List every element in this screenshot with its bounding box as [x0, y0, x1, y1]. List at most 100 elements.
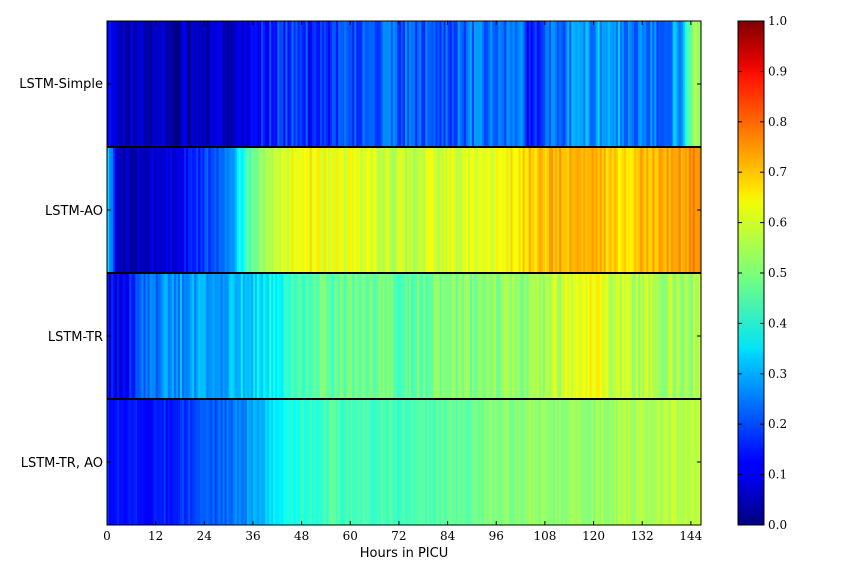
heatmap-cell: [171, 21, 175, 147]
heatmap-cell: [271, 399, 274, 525]
heatmap-cell: [374, 273, 378, 399]
heatmap-cell: [230, 273, 234, 399]
heatmap-cell: [512, 273, 516, 399]
heatmap-cell: [435, 273, 439, 399]
heatmap-cell: [506, 273, 510, 399]
heatmap-cell: [236, 399, 240, 525]
heatmap-cell: [121, 147, 124, 273]
heatmap-cell: [534, 399, 538, 525]
heatmap-cell: [218, 147, 222, 273]
heatmap-cell: [244, 147, 248, 273]
heatmap-cell: [390, 21, 394, 147]
heatmap-cell: [330, 273, 333, 399]
heatmap-cell: [192, 399, 195, 525]
heatmap-cell: [311, 273, 315, 399]
heatmap-cell: [248, 399, 252, 525]
heatmap-cell: [621, 273, 625, 399]
heatmap-cell: [143, 147, 147, 273]
heatmap-cell: [548, 399, 552, 525]
heatmap-cell: [376, 147, 380, 273]
heatmap-cell: [660, 273, 664, 399]
heatmap-cell: [684, 399, 688, 525]
heatmap-cell: [423, 147, 426, 273]
heatmap-cell: [155, 147, 159, 273]
heatmap-cell: [419, 147, 422, 273]
heatmap-cell: [153, 147, 157, 273]
heatmap-cell: [196, 273, 199, 399]
heatmap-cell: [638, 399, 641, 525]
heatmap-cell: [376, 21, 380, 147]
heatmap-cell: [441, 399, 445, 525]
heatmap-cell: [569, 399, 572, 525]
heatmap-cell: [372, 21, 376, 147]
heatmap-cell: [315, 273, 319, 399]
heatmap-cell: [619, 21, 623, 147]
heatmap-cell: [457, 399, 461, 525]
heatmap-cell: [252, 147, 256, 273]
heatmap-cell: [486, 21, 489, 147]
heatmap-cell: [688, 21, 692, 147]
heatmap-cell: [384, 273, 388, 399]
heatmap-cell: [151, 147, 155, 273]
heatmap-cell: [615, 21, 619, 147]
heatmap-cell: [315, 147, 319, 273]
heatmap-cell: [605, 21, 609, 147]
x-tick-label: 0: [103, 529, 111, 543]
heatmap-cell: [212, 273, 216, 399]
heatmap-cell: [319, 273, 323, 399]
row-label-lstm-tr-ao: LSTM-TR, AO: [21, 456, 103, 471]
heatmap-cell: [557, 147, 560, 273]
heatmap-cell: [445, 273, 449, 399]
heatmap-cell: [484, 21, 487, 147]
heatmap-cell: [402, 147, 406, 273]
heatmap-cell: [467, 399, 471, 525]
heatmap-cell: [492, 147, 495, 273]
heatmap-cell: [583, 21, 587, 147]
heatmap-cell: [607, 147, 611, 273]
heatmap-cell: [111, 21, 114, 147]
heatmap-cell: [484, 147, 487, 273]
heatmap-cell: [206, 399, 209, 525]
heatmap-cell: [668, 399, 672, 525]
heatmap-cell: [242, 273, 246, 399]
heatmap-cell: [169, 147, 173, 273]
heatmap-cell: [250, 21, 254, 147]
heatmap-cell: [617, 147, 621, 273]
heatmap-cell: [595, 147, 599, 273]
heatmap-cell: [666, 273, 670, 399]
heatmap-cell: [202, 147, 205, 273]
heatmap-cell: [252, 21, 256, 147]
heatmap-cell: [175, 147, 179, 273]
heatmap-cell: [303, 147, 307, 273]
heatmap-cell: [210, 147, 214, 273]
heatmap-cell: [232, 147, 236, 273]
heatmap-cell: [589, 399, 593, 525]
heatmap-cell: [350, 273, 353, 399]
heatmap-cell: [159, 273, 163, 399]
heatmap-cell: [218, 399, 222, 525]
heatmap-cell: [352, 21, 355, 147]
heatmap-cell: [686, 273, 690, 399]
heatmap-cell: [370, 147, 374, 273]
heatmap-cell: [409, 21, 412, 147]
heatmap-cell: [307, 399, 311, 525]
heatmap-cell: [173, 399, 177, 525]
x-tick-label: 12: [148, 529, 163, 543]
heatmap-cell: [433, 399, 437, 525]
heatmap-cell: [644, 399, 647, 525]
heatmap-cell: [269, 273, 272, 399]
heatmap-cell: [167, 273, 171, 399]
heatmap-cell: [682, 273, 686, 399]
heatmap-cell: [546, 21, 550, 147]
heatmap-cell: [431, 147, 434, 273]
heatmap-cell: [252, 273, 256, 399]
heatmap-cell: [508, 147, 512, 273]
heatmap-cell: [319, 399, 323, 525]
heatmap-cell: [555, 399, 558, 525]
heatmap-cell: [453, 147, 457, 273]
heatmap-cell: [309, 273, 313, 399]
heatmap-cell: [250, 147, 254, 273]
heatmap-cell: [362, 399, 366, 525]
heatmap-cell: [611, 273, 615, 399]
heatmap-cell: [263, 147, 266, 273]
